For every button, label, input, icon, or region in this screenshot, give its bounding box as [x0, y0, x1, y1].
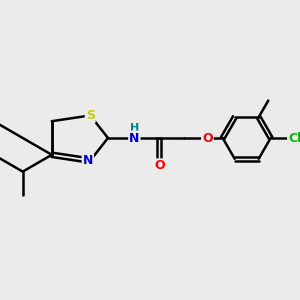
Text: O: O	[202, 131, 213, 145]
Text: H: H	[130, 123, 139, 134]
Text: N: N	[129, 131, 140, 145]
Text: S: S	[86, 109, 95, 122]
Text: N: N	[82, 154, 93, 167]
Text: O: O	[154, 159, 165, 172]
Text: Cl: Cl	[288, 131, 300, 145]
